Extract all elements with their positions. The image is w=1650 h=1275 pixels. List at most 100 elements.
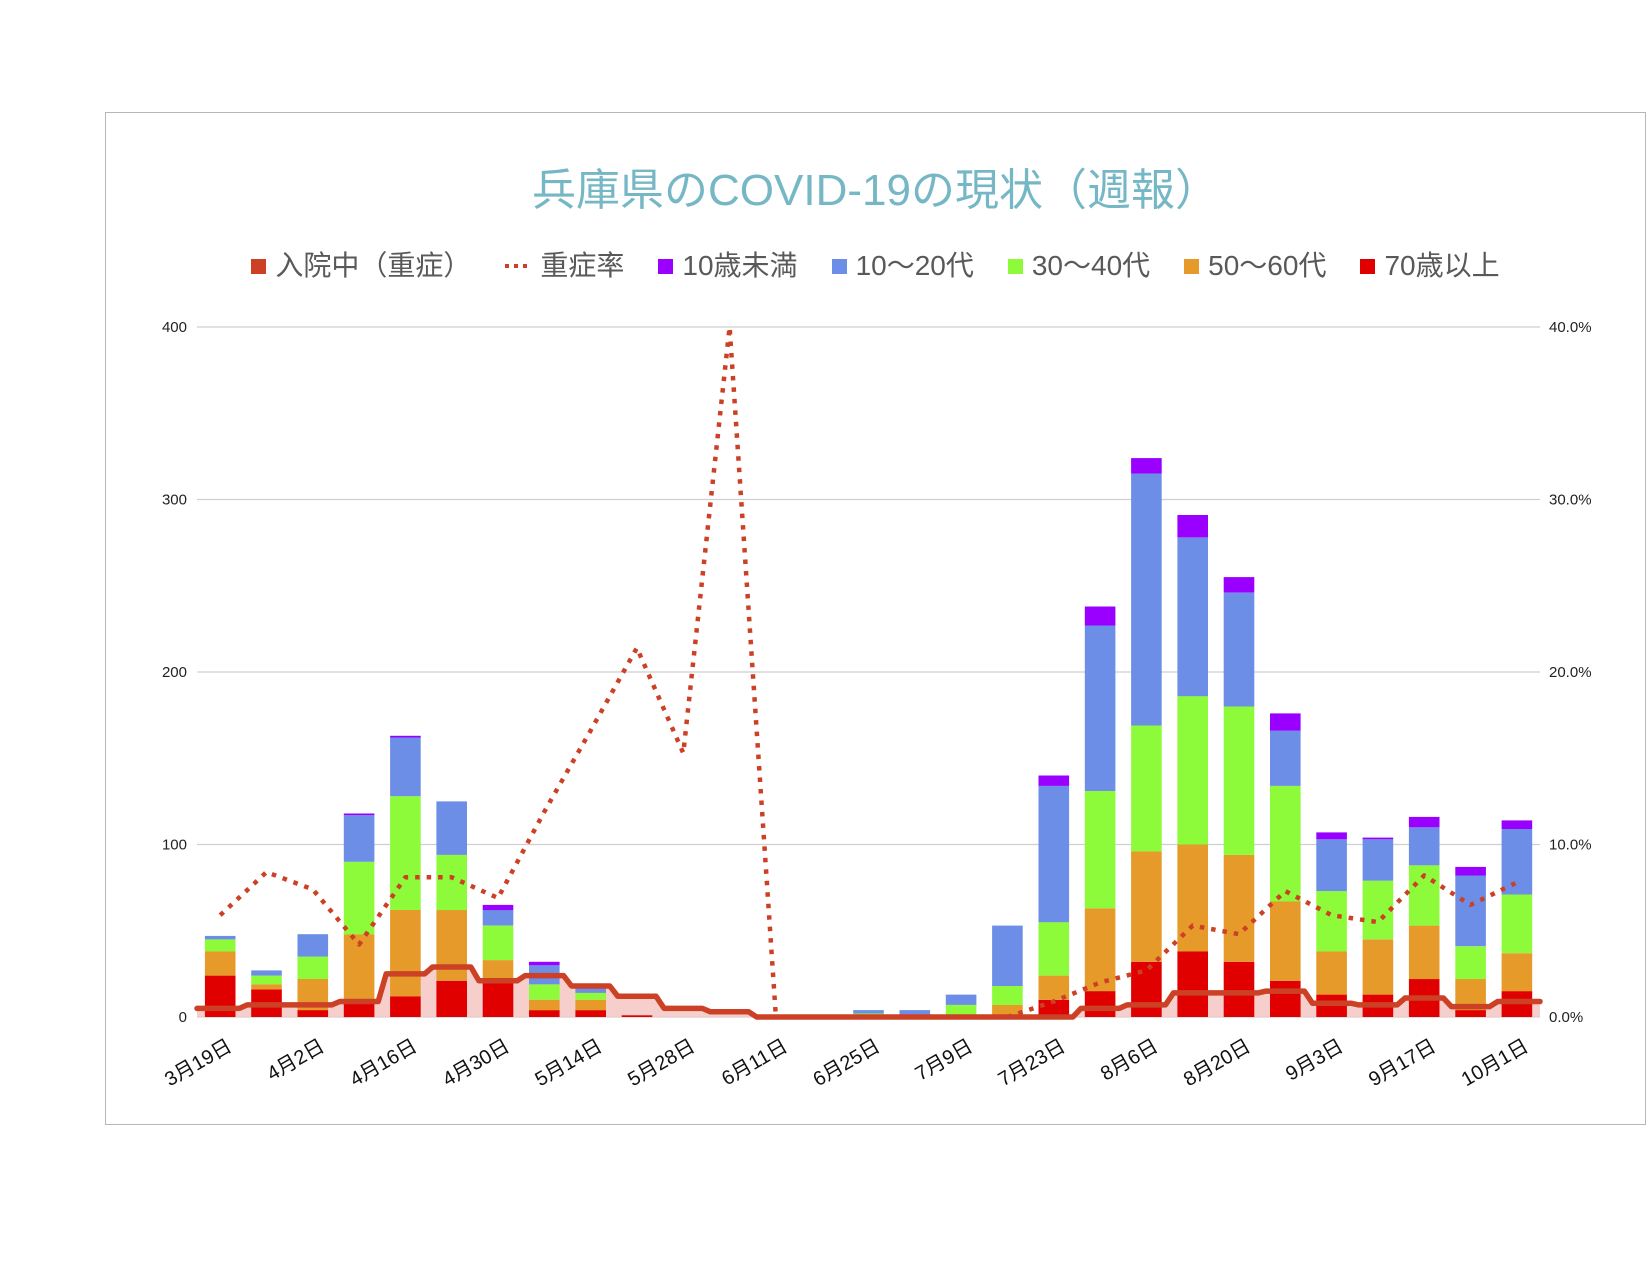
legend-swatch — [1007, 258, 1023, 274]
bar-segment — [1362, 837, 1394, 840]
bar-segment — [1223, 592, 1255, 707]
bar-segment — [1131, 458, 1162, 474]
legend-label: 10歳未満 — [682, 250, 798, 281]
y2-axis-tick-label: 20.0% — [1549, 664, 1592, 681]
bar-segment — [992, 986, 1023, 1005]
bar-segment — [390, 735, 421, 738]
bar-segment — [1084, 625, 1116, 791]
bar-segment — [482, 982, 514, 1017]
x-axis-tick-label: 10月1日 — [1458, 1035, 1533, 1091]
bar-segment — [436, 801, 467, 855]
bar-segment — [1131, 473, 1162, 726]
bar-segment — [343, 815, 375, 862]
x-axis-tick-label: 4月2日 — [263, 1035, 328, 1085]
bar-segment — [1223, 577, 1255, 593]
bar-segment — [482, 925, 514, 961]
legend-swatch — [1184, 258, 1200, 274]
bar-segment — [251, 970, 282, 976]
legend-swatch — [1360, 258, 1376, 274]
bar-segment — [1316, 832, 1347, 840]
bar-segment — [1362, 939, 1394, 995]
legend-swatch — [831, 258, 847, 274]
bar-segment — [204, 951, 236, 976]
y-axis-tick-label: 0 — [179, 1009, 187, 1026]
y2-axis-tick-label: 40.0% — [1549, 319, 1592, 336]
bar-segment — [343, 861, 375, 935]
bar-segment — [1408, 816, 1440, 828]
bar-segment — [251, 984, 282, 990]
bar-segment — [297, 1010, 329, 1017]
bar-segment — [436, 980, 467, 1017]
y-axis-tick-label: 300 — [162, 492, 187, 509]
bar-segment — [1270, 785, 1301, 902]
bar-segment — [945, 1004, 977, 1016]
bar-segment — [575, 986, 606, 993]
bar-segment — [297, 956, 329, 979]
bar-segment — [621, 1015, 653, 1017]
legend-label: 入院中（重症） — [275, 250, 472, 281]
bar-segment — [1038, 775, 1070, 786]
x-axis-tick-label: 9月3日 — [1282, 1035, 1347, 1085]
legend-item: 重症率 — [505, 248, 624, 284]
bar-segment — [992, 925, 1023, 986]
x-axis-tick-label: 6月25日 — [809, 1035, 884, 1091]
legend-label: 50〜60代 — [1208, 250, 1327, 281]
y2-axis-tick-label: 0.0% — [1549, 1009, 1583, 1026]
x-axis-tick-label: 9月17日 — [1365, 1035, 1440, 1091]
bar-segment — [529, 999, 560, 1011]
bar-segment — [1270, 713, 1301, 731]
x-axis-tick-label: 7月23日 — [995, 1035, 1070, 1091]
legend-item: 30〜40代 — [1007, 248, 1150, 284]
bar-segment — [390, 796, 421, 910]
bar-segment — [1270, 730, 1301, 786]
bar-segment — [529, 1010, 560, 1017]
bar-segment — [1131, 725, 1162, 852]
x-axis-tick-label: 4月30日 — [439, 1035, 514, 1091]
bar-segment — [1316, 839, 1347, 892]
bar-segment — [575, 1010, 606, 1017]
bar-segment — [1270, 980, 1301, 1017]
bar-segment — [1084, 791, 1116, 909]
bar-segment — [390, 737, 421, 797]
bars-layer — [204, 458, 1533, 1018]
y-axis-tick-label: 200 — [162, 664, 187, 681]
lines-layer — [194, 324, 1543, 1020]
bar-segment — [945, 994, 977, 1005]
bar-segment — [1455, 866, 1486, 876]
legend-item: 10歳未満 — [658, 248, 798, 284]
legend-label: 重症率 — [540, 250, 625, 281]
legend-item: 10〜20代 — [831, 248, 974, 284]
bar-segment — [1223, 706, 1255, 855]
x-axis-tick-label: 4月16日 — [346, 1035, 421, 1091]
legend-swatch — [251, 258, 267, 274]
bar-segment — [1131, 851, 1162, 962]
legend-line-marker — [505, 264, 532, 268]
bar-segment — [1270, 901, 1301, 981]
bar-segment — [1223, 961, 1255, 1017]
bar-segment — [297, 934, 329, 957]
bar-segment — [1177, 696, 1208, 845]
bar-segment — [482, 960, 514, 983]
bar-segment — [1455, 946, 1486, 980]
bar-segment — [436, 910, 467, 981]
bar-segment — [1316, 951, 1347, 995]
bar-segment — [1038, 785, 1070, 923]
bar-segment — [575, 999, 606, 1011]
bar-segment — [1362, 839, 1394, 881]
x-axis-tick-label: 8月6日 — [1097, 1035, 1162, 1085]
bar-segment — [1501, 829, 1533, 895]
y-axis-tick-label: 100 — [162, 837, 187, 854]
bar-segment — [1131, 961, 1162, 1017]
bar-segment — [529, 984, 560, 1000]
hospitalized-step-line — [194, 964, 1543, 1020]
bar-segment — [899, 1010, 931, 1017]
x-axis-tick-label: 8月20日 — [1180, 1035, 1255, 1091]
legend-item: 50〜60代 — [1184, 248, 1326, 284]
y2-axis-tick-label: 10.0% — [1549, 837, 1592, 854]
bar-segment — [992, 1004, 1023, 1016]
bar-segment — [1084, 606, 1116, 626]
bar-segment — [343, 813, 375, 816]
legend: 入院中（重症） 重症率 10歳未満 10〜20代 30〜40代 50〜60代 70歳以上 — [105, 248, 1646, 284]
x-axis-tick-label: 6月11日 — [718, 1035, 791, 1090]
